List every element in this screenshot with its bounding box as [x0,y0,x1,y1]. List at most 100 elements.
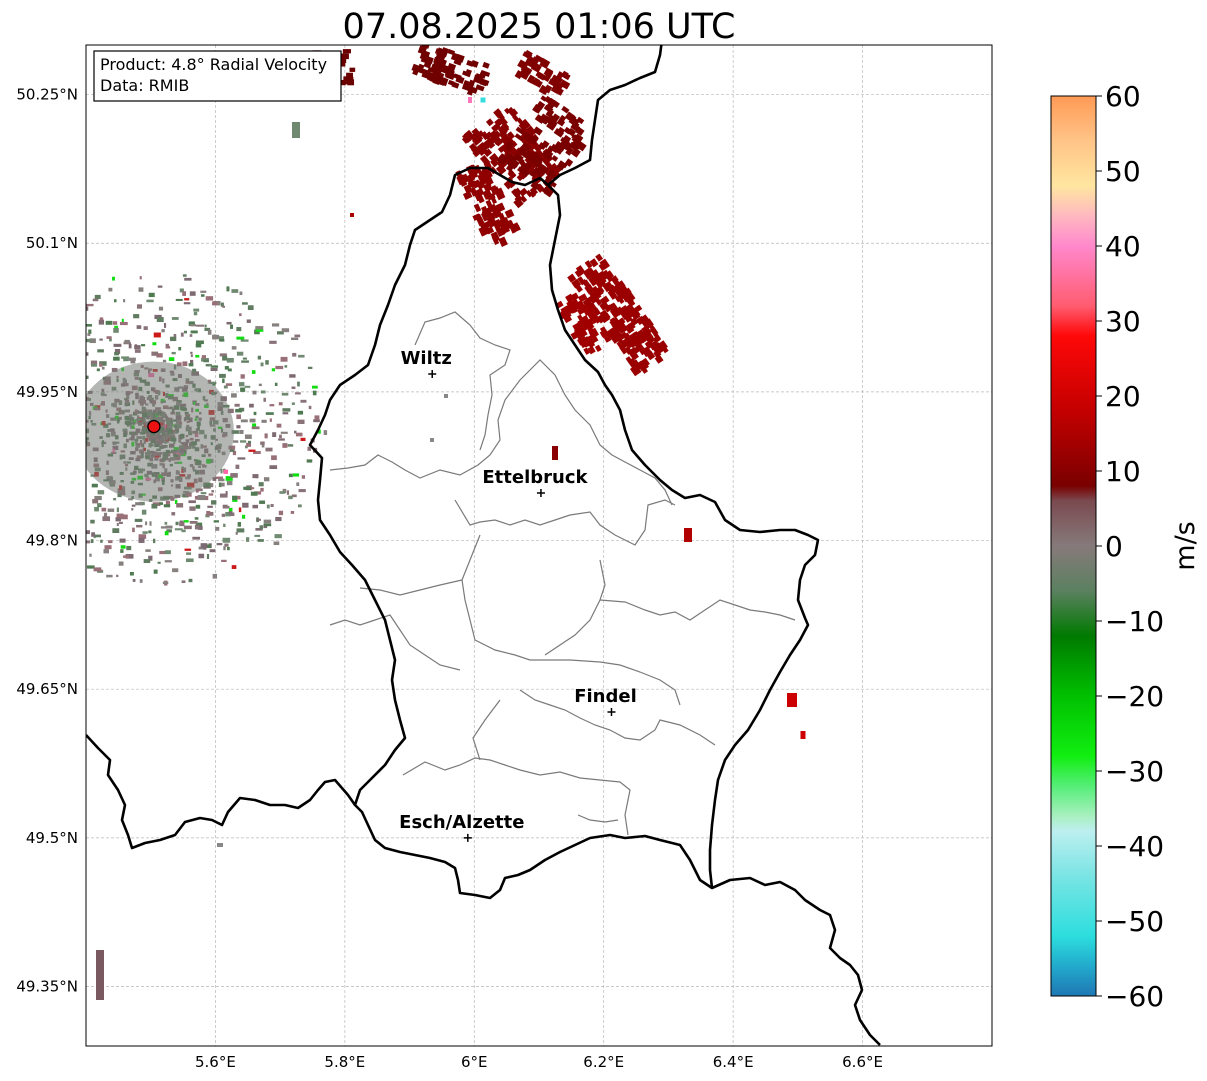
echo-gate [38,405,45,409]
lon-tick-label: 6°E [461,1053,488,1071]
echo-gate [159,502,163,505]
echo-gate [583,347,590,355]
city-marker [607,708,616,717]
echo-gate [210,365,219,368]
echo-gate [15,462,18,466]
echo-gate [243,486,251,490]
echo-gate [524,56,536,68]
echo-gate [59,352,63,355]
echo-gate [5,468,11,472]
echo-gate [235,532,238,535]
echo-gate [92,499,99,504]
echo-gate [227,408,234,414]
echo-gate [297,381,300,387]
echo-gate [52,340,59,343]
echo-gate [544,185,555,195]
echo-gate [513,197,524,209]
echo-gate [523,131,533,141]
echo-gate [195,488,203,492]
echo-gate [80,498,82,502]
echo-gate [579,315,590,326]
echo-gate [123,555,130,558]
echo-gate [42,357,49,361]
echo-gate [64,558,70,560]
echo-gate [190,354,193,358]
echo-gate [26,425,30,429]
echo-gate [148,292,155,298]
echo-gate [77,501,80,506]
echo-gate [201,355,206,359]
echo-gate [444,394,448,398]
echo-gate [179,521,185,527]
echo-gate [235,464,240,469]
echo-gate [0,382,2,387]
echo-gate [227,368,232,372]
echo-gate [468,86,478,94]
echo-gate [115,517,121,522]
echo-gate [258,482,264,487]
echo-gate [184,277,192,281]
echo-gate [244,434,252,439]
echo-gate [189,334,193,337]
map-frame [85,44,993,1047]
echo-gate [128,343,132,349]
echo-gate [529,170,537,178]
echo-gate [240,419,248,423]
echo-gate [93,567,102,572]
echo-gate [209,549,216,553]
echo-gate [505,144,512,152]
echo-gate [134,349,141,353]
echo-gate [284,365,288,368]
echo-gate [240,374,245,379]
echo-gate [239,429,244,434]
echo-gate [257,355,262,360]
echo-gate [204,327,211,331]
echo-gate [186,552,192,555]
echo-gate [131,508,134,511]
echo-gate [574,283,583,293]
echo-gate [604,304,613,313]
echo-gate [519,195,528,203]
echo-gate [219,353,227,357]
echo-gate [116,513,124,518]
echo-gate [307,446,312,451]
echo-gate [559,114,567,123]
echo-gate [288,473,293,478]
echo-gate [599,295,610,305]
echo-gate [211,490,214,493]
echo-gate [207,329,212,335]
echo-gate [599,329,608,338]
echo-gate [171,351,176,355]
echo-gate [627,321,636,330]
district-border-west [461,534,681,706]
echo-gate [271,368,276,372]
echo-gate [342,49,351,54]
echo-gate [275,516,282,522]
echo-gate [256,518,261,521]
echo-gate [254,491,262,495]
echo-gate [306,459,313,463]
echo-gate [654,354,664,364]
echo-gate [35,488,40,490]
echo-gate [117,493,122,498]
echo-gate [461,134,472,144]
echo-gate [263,525,268,529]
echo-gate [118,521,123,524]
echo-gate [250,491,258,496]
echo-gate [498,125,508,136]
echo-gate [248,449,256,452]
echo-gate [269,465,278,470]
echo-gate [163,504,171,508]
echo-gate [167,345,171,349]
echo-gate [212,383,216,386]
echo-gate [194,495,201,500]
echo-gate [587,311,594,319]
echo-gate [209,381,217,385]
echo-gate [44,442,49,447]
echo-gate [530,135,539,145]
echo-gate [495,191,506,201]
colorbar-unit-label: m/s [1170,521,1201,570]
echo-gate [338,55,347,63]
echo-gate [292,352,297,357]
echo-gate [494,118,503,128]
